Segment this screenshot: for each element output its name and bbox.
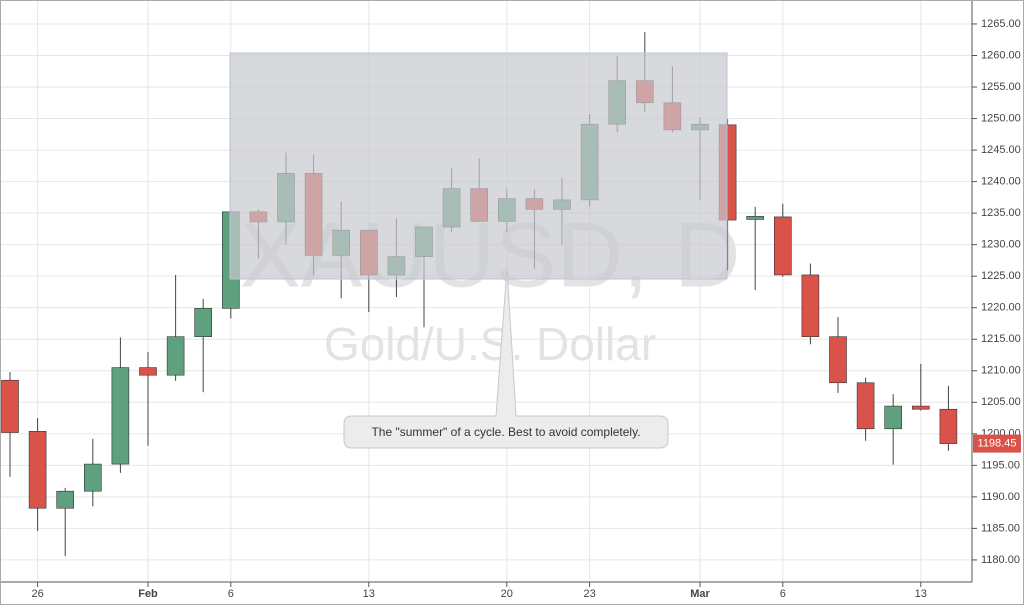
candle-body xyxy=(28,430,47,509)
candle-body xyxy=(84,463,102,492)
candle-body xyxy=(746,215,765,220)
candle-body xyxy=(939,408,958,444)
y-tick-label: 1195.00 xyxy=(981,459,1020,471)
y-tick-label: 1190.00 xyxy=(981,491,1020,503)
y-tick-label: 1220.00 xyxy=(981,302,1021,314)
x-tick-label: 23 xyxy=(583,588,595,600)
candle-body xyxy=(884,405,903,430)
axes: 1180.001185.001190.001195.001200.001205.… xyxy=(31,18,1021,600)
candle-body xyxy=(773,216,792,276)
y-tick-label: 1225.00 xyxy=(981,270,1021,282)
candle-body xyxy=(856,382,875,430)
y-tick-label: 1235.00 xyxy=(981,207,1021,219)
watermark-subtitle: Gold/U.S. Dollar xyxy=(324,318,656,370)
y-tick-label: 1205.00 xyxy=(981,396,1021,408)
y-tick-label: 1250.00 xyxy=(981,112,1021,124)
x-tick-label: 13 xyxy=(915,588,927,600)
y-tick-label: 1255.00 xyxy=(981,81,1021,93)
last-price-label: 1198.45 xyxy=(978,437,1017,449)
y-tick-label: 1185.00 xyxy=(981,522,1020,534)
candle-body xyxy=(911,405,930,410)
y-tick-label: 1215.00 xyxy=(981,333,1021,345)
y-tick-label: 1245.00 xyxy=(981,144,1021,156)
candle-body xyxy=(56,490,75,509)
candle-body xyxy=(801,274,820,338)
x-tick-label: Feb xyxy=(138,588,158,600)
x-tick-label: 26 xyxy=(31,588,43,600)
y-tick-label: 1265.00 xyxy=(981,18,1021,30)
candle-body xyxy=(1,379,19,433)
y-tick-label: 1240.00 xyxy=(981,176,1021,188)
x-tick-label: 6 xyxy=(780,588,786,600)
x-tick-label: 13 xyxy=(363,588,375,600)
x-tick-label: Mar xyxy=(690,588,710,600)
last-price-tag xyxy=(973,434,1021,453)
callout-box xyxy=(343,267,669,449)
highlight-region xyxy=(229,52,728,280)
y-tick-label: 1210.00 xyxy=(981,365,1021,377)
x-tick-label: 6 xyxy=(228,588,234,600)
y-tick-label: 1230.00 xyxy=(981,239,1021,251)
candle-body xyxy=(194,308,212,338)
y-tick-label: 1260.00 xyxy=(981,49,1021,61)
callout-text: The "summer" of a cycle. Best to avoid c… xyxy=(371,425,640,439)
x-tick-label: 20 xyxy=(501,588,513,600)
candle-body xyxy=(111,367,130,465)
y-tick-label: 1180.00 xyxy=(981,554,1020,566)
candle-body xyxy=(829,336,847,384)
candle-body xyxy=(139,367,157,376)
candle-body xyxy=(166,336,185,376)
